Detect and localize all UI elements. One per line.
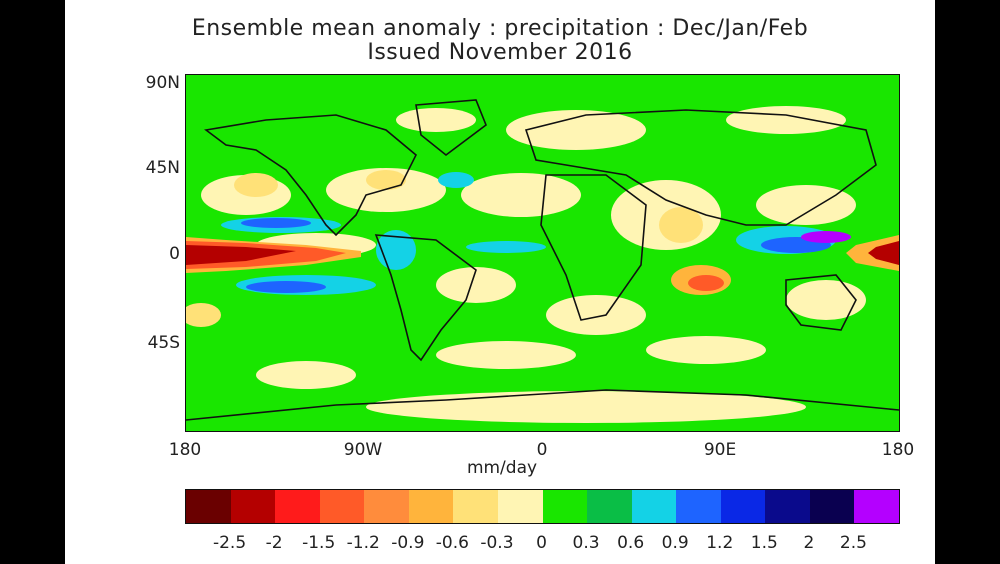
antarctica-outline xyxy=(185,389,900,421)
eurasia-outline xyxy=(524,109,877,226)
colorbar-tick-label: 2.5 xyxy=(839,533,867,553)
equatorial-dry-tongue xyxy=(186,235,899,273)
lat-label-45n: 45N xyxy=(145,158,180,178)
lon-label-0: 0 xyxy=(536,440,548,460)
colorbar-swatch xyxy=(408,490,454,523)
precipitation-anomaly-map xyxy=(181,74,900,432)
lon-label-90w: 90W xyxy=(343,440,383,460)
colorbar xyxy=(185,489,900,524)
africa-outline xyxy=(540,174,647,321)
colorbar-tick-label: -0.6 xyxy=(435,533,469,553)
coastlines xyxy=(185,99,900,421)
colorbar-tick-label: -2 xyxy=(265,533,283,553)
colorbar-swatch xyxy=(587,490,632,523)
lon-label-90e: 90E xyxy=(703,440,737,460)
colorbar-tick-label: -2.5 xyxy=(212,533,247,553)
lon-label-180w: 180 xyxy=(168,440,202,460)
map-subtitle: Issued November 2016 xyxy=(367,40,633,65)
colorbar-swatch xyxy=(497,490,543,523)
colorbar-swatch xyxy=(809,490,855,523)
north-america-outline xyxy=(204,114,417,237)
colorbar-tick-label: 2 xyxy=(803,533,815,553)
colorbar-swatch xyxy=(319,490,365,523)
australia-outline xyxy=(785,274,857,331)
colorbar-tick-label: 0 xyxy=(536,533,547,553)
dry-anomaly-regions xyxy=(201,106,866,423)
colorbar-swatch xyxy=(765,490,810,523)
lat-label-equator: 0 xyxy=(169,244,180,264)
colorbar-tick-label: 0.9 xyxy=(661,533,689,553)
dry-anomaly-moderate xyxy=(181,170,703,327)
figure-frame: Ensemble mean anomaly : precipitation : … xyxy=(65,0,935,564)
colorbar-tick-label: 1.2 xyxy=(706,533,734,553)
colorbar-swatch xyxy=(542,490,588,523)
colorbar-swatch xyxy=(631,490,677,523)
colorbar-swatch xyxy=(720,490,766,523)
map-svg xyxy=(181,75,900,431)
colorbar-swatch xyxy=(230,490,276,523)
colorbar-swatch xyxy=(364,490,409,523)
colorbar-swatch xyxy=(186,490,231,523)
colorbar-tick-label: -0.3 xyxy=(480,533,514,553)
colorbar-tick-label: 0.6 xyxy=(617,533,645,553)
colorbar-swatch xyxy=(275,490,320,523)
colorbar-swatch xyxy=(854,490,899,523)
colorbar-tick-label: 0.3 xyxy=(572,533,600,553)
greenland-outline xyxy=(415,99,487,157)
units-label: mm/day xyxy=(466,458,538,478)
lat-label-90n: 90N xyxy=(145,73,180,93)
wet-anomaly-extreme xyxy=(801,231,851,243)
colorbar-tick-label: 1.5 xyxy=(750,533,778,553)
colorbar-swatch xyxy=(453,490,498,523)
colorbar-tick-label: -0.9 xyxy=(391,533,425,553)
indian-ocean-dry-patch xyxy=(671,265,731,295)
lat-label-45s: 45S xyxy=(147,333,180,353)
lon-label-180e: 180 xyxy=(881,440,915,460)
south-america-outline xyxy=(374,234,477,362)
colorbar-tick-label: -1.5 xyxy=(302,533,336,553)
colorbar-tick-label: -1.2 xyxy=(346,533,380,553)
map-title: Ensemble mean anomaly : precipitation : … xyxy=(191,16,809,41)
colorbar-swatch xyxy=(676,490,721,523)
